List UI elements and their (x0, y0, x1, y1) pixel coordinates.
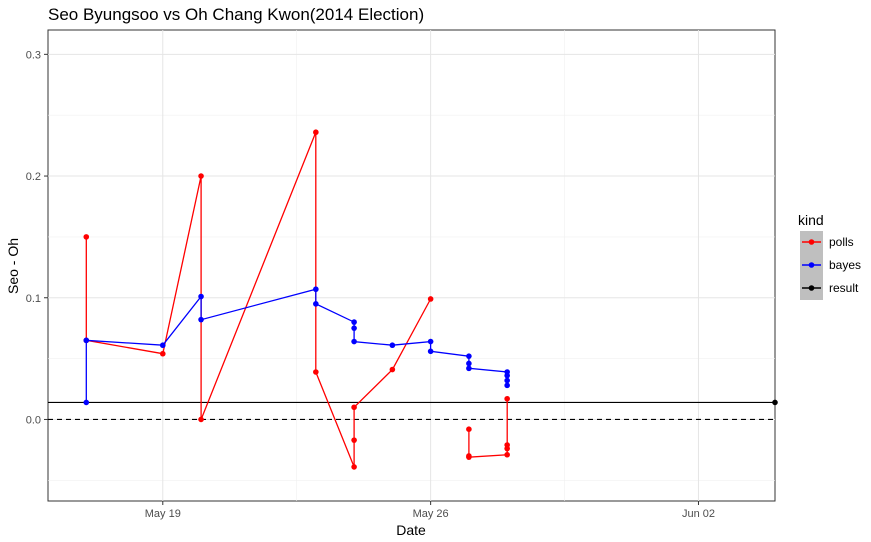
data-point-polls-late (504, 395, 510, 402)
data-point-bayes (159, 342, 166, 349)
data-point-bayes (198, 293, 204, 300)
plot-panel (47, 29, 776, 502)
y-axis-title: Seo - Oh (5, 238, 21, 294)
chart-title: Seo Byungsoo vs Oh Chang Kwon(2014 Elect… (48, 5, 424, 24)
data-point-bayes (83, 399, 90, 406)
y-tick-label: 0.1 (26, 293, 41, 305)
legend-key-point-result (808, 285, 815, 291)
data-point-bayes (427, 338, 434, 345)
data-point-polls-late (504, 451, 510, 458)
series-line-bayes (85, 288, 508, 403)
data-point-polls (351, 404, 357, 411)
data-point-bayes (351, 338, 357, 345)
data-point-bayes (504, 377, 510, 384)
series-line-polls (85, 131, 432, 468)
data-point-polls-late (466, 454, 472, 460)
x-tick-label: Jun 02 (682, 508, 715, 520)
x-axis-title: Date (396, 522, 426, 538)
x-ticks: May 19 May 26 Jun 02 (145, 501, 715, 520)
data-point-bayes (466, 360, 472, 367)
legend: kind polls bayes result (798, 212, 861, 300)
data-point-bayes (504, 372, 510, 379)
x-tick-label: May 19 (145, 508, 181, 520)
data-point-bayes (351, 319, 357, 325)
data-point-polls (159, 350, 166, 357)
data-point-polls (313, 369, 319, 375)
legend-label-bayes: bayes (829, 258, 861, 272)
legend-key-point-bayes (808, 262, 815, 268)
data-point-bayes (313, 286, 319, 293)
legend-label-result: result (829, 281, 859, 295)
data-point-polls-late (504, 442, 510, 448)
x-tick-label: May 26 (413, 508, 449, 520)
data-point-polls (351, 437, 357, 443)
data-point-bayes (466, 365, 472, 372)
legend-items: polls bayes result (800, 231, 861, 300)
legend-label-polls: polls (829, 235, 854, 249)
data-point-polls (427, 296, 434, 302)
data-point-bayes (466, 353, 472, 359)
series-layer (83, 129, 778, 470)
data-point-bayes (427, 348, 434, 355)
data-point-result (772, 399, 778, 406)
data-point-polls (351, 464, 357, 470)
data-point-bayes (83, 337, 90, 344)
data-point-bayes (351, 325, 357, 331)
legend-title: kind (798, 212, 824, 228)
y-tick-label: 0.0 (26, 414, 41, 426)
y-ticks: 0.0 0.1 0.2 0.3 (26, 49, 48, 426)
data-point-bayes (313, 301, 319, 307)
data-point-bayes (198, 316, 204, 323)
data-point-polls-late (466, 426, 472, 432)
y-tick-label: 0.2 (26, 171, 41, 183)
data-point-polls (198, 416, 204, 423)
data-point-polls (389, 366, 396, 373)
data-point-bayes (504, 382, 510, 389)
data-point-polls (198, 173, 204, 179)
y-tick-label: 0.3 (26, 49, 41, 61)
reference-lines (48, 401, 775, 421)
data-point-bayes (389, 342, 396, 349)
data-point-polls (83, 234, 90, 240)
legend-key-point-polls (808, 239, 815, 245)
data-point-polls (313, 129, 319, 136)
